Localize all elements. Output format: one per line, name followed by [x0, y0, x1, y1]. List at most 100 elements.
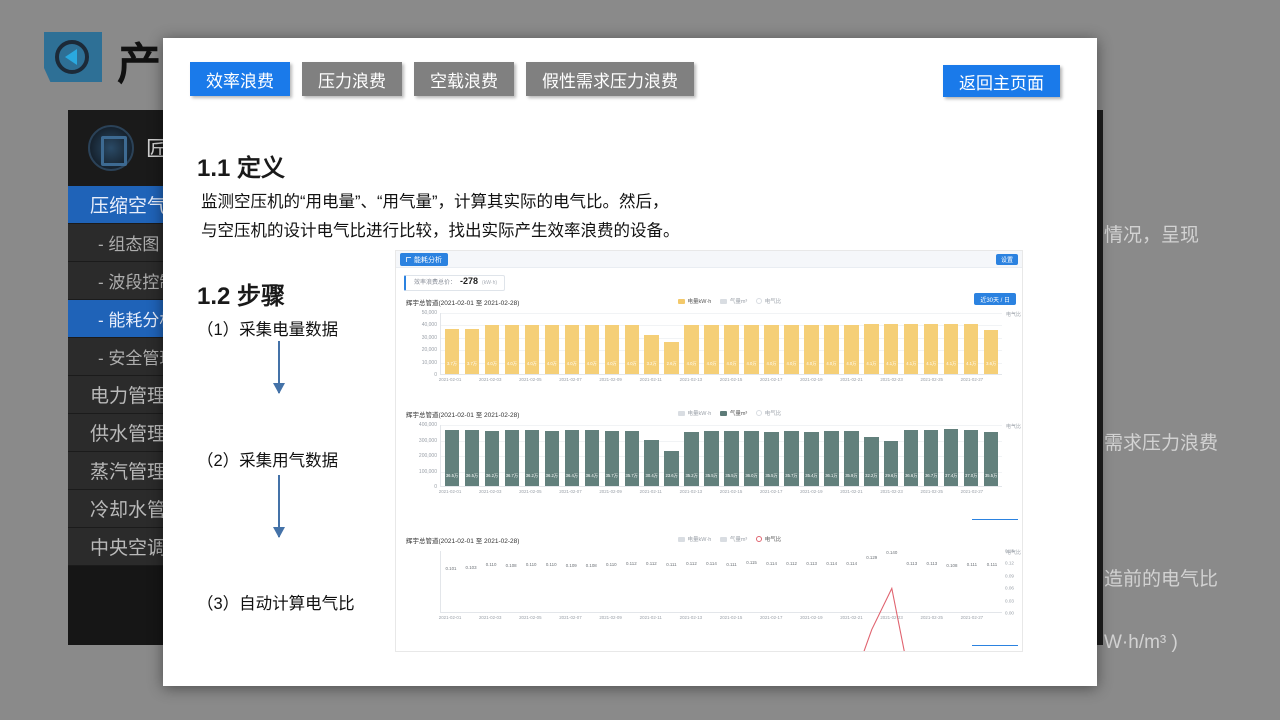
legend-item-1[interactable]: 气量m³: [720, 297, 747, 305]
tab-1[interactable]: 压力浪费: [302, 62, 402, 96]
bar-cell[interactable]: 36.7万: [502, 425, 522, 486]
bar-cell[interactable]: 3.2万: [642, 313, 662, 374]
bar-cell[interactable]: 4.0万: [502, 313, 522, 374]
bar-label: 36.2万: [525, 473, 539, 478]
bar-cell[interactable]: 36.2万: [522, 425, 542, 486]
x-tick-10: 2021-02-21: [840, 377, 863, 382]
x-tick-5: 2021-02-11: [639, 615, 662, 620]
x-tick-6: 2021-02-13: [679, 489, 703, 494]
bar-cell[interactable]: 36.1万: [821, 425, 841, 486]
legend-item-2[interactable]: 电气比: [756, 409, 781, 417]
bar: 35.7万: [784, 431, 799, 486]
bar-cell[interactable]: 29.6万: [881, 425, 901, 486]
tab-3[interactable]: 假性需求压力浪费: [526, 62, 694, 96]
bar-cell[interactable]: 4.0万: [821, 313, 841, 374]
tab-0[interactable]: 效率浪费: [190, 62, 290, 96]
x-tick-10: 2021-02-21: [840, 615, 863, 620]
bar-cell[interactable]: 35.9万: [841, 425, 861, 486]
bar-cell[interactable]: 4.1万: [921, 313, 941, 374]
bar-cell[interactable]: 35.5万: [762, 425, 782, 486]
tab-2[interactable]: 空载浪费: [414, 62, 514, 96]
bar-cell[interactable]: 4.0万: [682, 313, 702, 374]
bar-cell[interactable]: 37.0万: [961, 425, 981, 486]
bar-cell[interactable]: 4.1万: [941, 313, 961, 374]
bar: 36.0万: [744, 430, 759, 486]
x-tick-3: 2021-02-07: [559, 615, 582, 620]
bar-cell[interactable]: 35.7万: [622, 425, 642, 486]
bar-cell[interactable]: 3.6万: [981, 313, 1001, 374]
bar-cell[interactable]: 4.0万: [602, 313, 622, 374]
bar-cell[interactable]: 4.0万: [522, 313, 542, 374]
bar-cell[interactable]: 36.4万: [582, 425, 602, 486]
step-item-3: （3）自动计算电气比: [197, 595, 355, 613]
x-axis-2: 2021-02-01 2021-02-03 2021-02-05 2021-02-07…: [439, 615, 1002, 625]
bar-cell[interactable]: 4.0万: [781, 313, 801, 374]
return-home-button[interactable]: 返回主页面: [943, 65, 1060, 97]
bar-cell[interactable]: 23.6万: [662, 425, 682, 486]
bar-cell[interactable]: 4.1万: [961, 313, 981, 374]
bar: 30.4万: [644, 439, 659, 486]
legend-item-0[interactable]: 电量kW·h: [678, 297, 711, 305]
bar: 4.0万: [584, 325, 599, 374]
bar-cell[interactable]: 35.5万: [722, 425, 742, 486]
bar: 4.0万: [804, 325, 819, 374]
bar-cell[interactable]: 36.5万: [462, 425, 482, 486]
bar-cell[interactable]: 4.0万: [622, 313, 642, 374]
bar-cell[interactable]: 36.5万: [442, 425, 462, 486]
point-label-4: 0.110: [525, 562, 537, 568]
bar-cell[interactable]: 4.0万: [841, 313, 861, 374]
bar-cell[interactable]: 3.7万: [462, 313, 482, 374]
bar-cell[interactable]: 4.0万: [582, 313, 602, 374]
bar-cell[interactable]: 36.0万: [742, 425, 762, 486]
dashboard-range-button[interactable]: 近30天 / 日: [974, 293, 1016, 305]
bar-cell[interactable]: 30.4万: [642, 425, 662, 486]
bar-cell[interactable]: 35.2万: [682, 425, 702, 486]
back-arrow-icon[interactable]: [44, 32, 102, 82]
kpi-unit: (kW·h): [482, 280, 498, 286]
bar-cell[interactable]: 2.6万: [662, 313, 682, 374]
bar-cell[interactable]: 36.6万: [901, 425, 921, 486]
bar-cell[interactable]: 35.5万: [981, 425, 1001, 486]
bar-cell[interactable]: 4.0万: [702, 313, 722, 374]
bar-cell[interactable]: 36.2万: [542, 425, 562, 486]
bar-cell[interactable]: 4.0万: [801, 313, 821, 374]
bar-cell[interactable]: 36.7万: [921, 425, 941, 486]
bar-cell[interactable]: 35.4万: [801, 425, 821, 486]
y-axis-0: 50,000 40,000 30,000 20,000 10,000 0: [406, 310, 440, 378]
dashboard-tab-energy-analysis[interactable]: 能耗分析: [400, 253, 448, 266]
bar-cell[interactable]: 4.0万: [542, 313, 562, 374]
bar-label: 4.1万: [866, 361, 877, 366]
bar-cell[interactable]: 35.7万: [781, 425, 801, 486]
legend-item-1[interactable]: 气量m³: [720, 535, 747, 543]
dashboard-settings-button[interactable]: 设置: [995, 254, 1018, 265]
bar-cell[interactable]: 37.4万: [941, 425, 961, 486]
legend-item-1[interactable]: 气量m³: [720, 409, 747, 417]
bar: 35.5万: [724, 431, 739, 486]
bar-cell[interactable]: 36.4万: [562, 425, 582, 486]
legend-item-2[interactable]: 电气比: [756, 535, 781, 543]
bar-cell[interactable]: 4.0万: [482, 313, 502, 374]
bar-cell[interactable]: 32.2万: [861, 425, 881, 486]
legend-item-2[interactable]: 电气比: [756, 297, 781, 305]
bar-cell[interactable]: 36.2万: [482, 425, 502, 486]
bar-cell[interactable]: 4.0万: [562, 313, 582, 374]
bar-cell[interactable]: 4.0万: [722, 313, 742, 374]
legend-item-0[interactable]: 电量kW·h: [678, 535, 711, 543]
chart-unit-tag-2: 电气比: [1005, 550, 1021, 556]
bar-cell[interactable]: 3.7万: [442, 313, 462, 374]
legend-marker-circle: [756, 298, 763, 304]
bar-cell[interactable]: 35.5万: [702, 425, 722, 486]
x-tick-0: 2021-02-01: [438, 489, 462, 494]
legend-label: 电气比: [764, 411, 782, 417]
bar-cell[interactable]: 4.0万: [762, 313, 782, 374]
point-label-19: 0.114: [826, 560, 838, 566]
x-tick-8: 2021-02-17: [759, 377, 783, 382]
bar-cell[interactable]: 4.0万: [742, 313, 762, 374]
bar-cell[interactable]: 4.1万: [861, 313, 881, 374]
bar-cell[interactable]: 4.1万: [901, 313, 921, 374]
bar-cell[interactable]: 35.7万: [602, 425, 622, 486]
section-title-definition: 1.1 定义: [197, 155, 286, 182]
legend-item-0[interactable]: 电量kW·h: [678, 409, 711, 417]
bar-cell[interactable]: 4.1万: [881, 313, 901, 374]
bar: 36.4万: [564, 430, 579, 486]
